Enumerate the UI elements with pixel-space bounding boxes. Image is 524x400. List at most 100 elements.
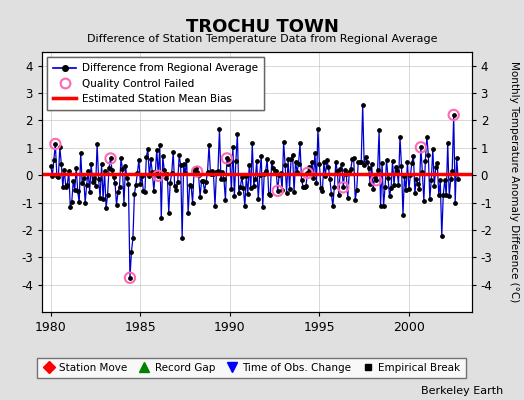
Text: Berkeley Earth: Berkeley Earth xyxy=(421,386,503,396)
Point xyxy=(120,201,128,208)
Point xyxy=(117,155,125,162)
Point xyxy=(417,144,425,150)
Point xyxy=(224,161,233,167)
Point xyxy=(85,189,94,195)
Point xyxy=(124,180,133,187)
Point xyxy=(332,159,340,165)
Point xyxy=(297,176,305,183)
Point xyxy=(287,156,295,162)
Point xyxy=(329,203,337,210)
Point xyxy=(154,172,162,179)
Point xyxy=(367,160,376,167)
Point xyxy=(112,202,121,208)
Point xyxy=(277,170,285,177)
Point xyxy=(261,167,270,174)
Point xyxy=(90,175,99,182)
Point xyxy=(110,174,118,180)
Point xyxy=(226,158,234,164)
Point xyxy=(342,171,351,177)
Point xyxy=(198,177,206,184)
Point xyxy=(314,126,322,132)
Point xyxy=(156,142,164,148)
Point xyxy=(446,176,455,183)
Point xyxy=(372,177,380,184)
Point xyxy=(303,170,312,176)
Point xyxy=(417,144,425,150)
Point xyxy=(80,174,88,181)
Point xyxy=(181,170,189,177)
Point xyxy=(350,155,358,162)
Point xyxy=(239,185,247,192)
Point xyxy=(189,200,197,206)
Point xyxy=(139,188,148,194)
Point xyxy=(126,274,134,281)
Point xyxy=(369,186,377,192)
Point xyxy=(50,157,58,163)
Point xyxy=(286,186,294,192)
Point xyxy=(126,274,134,281)
Point xyxy=(315,161,324,167)
Point xyxy=(425,196,434,202)
Point xyxy=(383,157,391,163)
Point xyxy=(82,182,91,188)
Point xyxy=(269,165,277,171)
Point xyxy=(443,139,452,146)
Point xyxy=(244,191,252,197)
Point xyxy=(227,186,236,192)
Point xyxy=(118,166,127,172)
Point xyxy=(115,184,124,190)
Point xyxy=(127,248,136,255)
Point xyxy=(316,185,325,192)
Point xyxy=(223,155,231,162)
Point xyxy=(169,149,178,156)
Point xyxy=(161,175,170,182)
Point xyxy=(208,167,216,174)
Point xyxy=(267,159,276,166)
Point xyxy=(166,180,174,186)
Point xyxy=(365,164,373,171)
Point xyxy=(154,172,162,179)
Point xyxy=(439,192,447,199)
Point xyxy=(73,188,82,194)
Point xyxy=(421,158,430,164)
Point xyxy=(378,160,386,166)
Point xyxy=(235,190,243,196)
Point xyxy=(432,164,440,170)
Point xyxy=(170,183,179,190)
Point xyxy=(193,168,201,175)
Point xyxy=(385,193,394,200)
Point xyxy=(175,152,183,158)
Point xyxy=(305,164,313,170)
Point xyxy=(114,189,122,195)
Point xyxy=(451,200,460,206)
Point xyxy=(106,155,115,162)
Point xyxy=(223,155,231,162)
Point xyxy=(93,141,101,148)
Point xyxy=(150,188,158,194)
Point xyxy=(448,168,456,174)
Point xyxy=(148,169,157,176)
Point xyxy=(200,188,209,195)
Point xyxy=(248,140,256,147)
Point xyxy=(275,172,283,178)
Point xyxy=(196,194,204,200)
Point xyxy=(393,168,401,174)
Point xyxy=(130,190,139,197)
Point xyxy=(105,164,113,171)
Point xyxy=(69,178,78,184)
Point xyxy=(211,202,219,209)
Point xyxy=(59,184,67,190)
Point xyxy=(253,158,261,164)
Point xyxy=(145,173,154,180)
Point xyxy=(278,187,286,193)
Point xyxy=(202,178,210,185)
Point xyxy=(165,209,173,216)
Point xyxy=(233,131,242,137)
Point xyxy=(418,169,427,175)
Point xyxy=(194,172,203,178)
Point xyxy=(427,176,435,183)
Point xyxy=(288,151,297,158)
Point xyxy=(318,188,326,194)
Point xyxy=(249,182,258,189)
Point xyxy=(258,204,267,210)
